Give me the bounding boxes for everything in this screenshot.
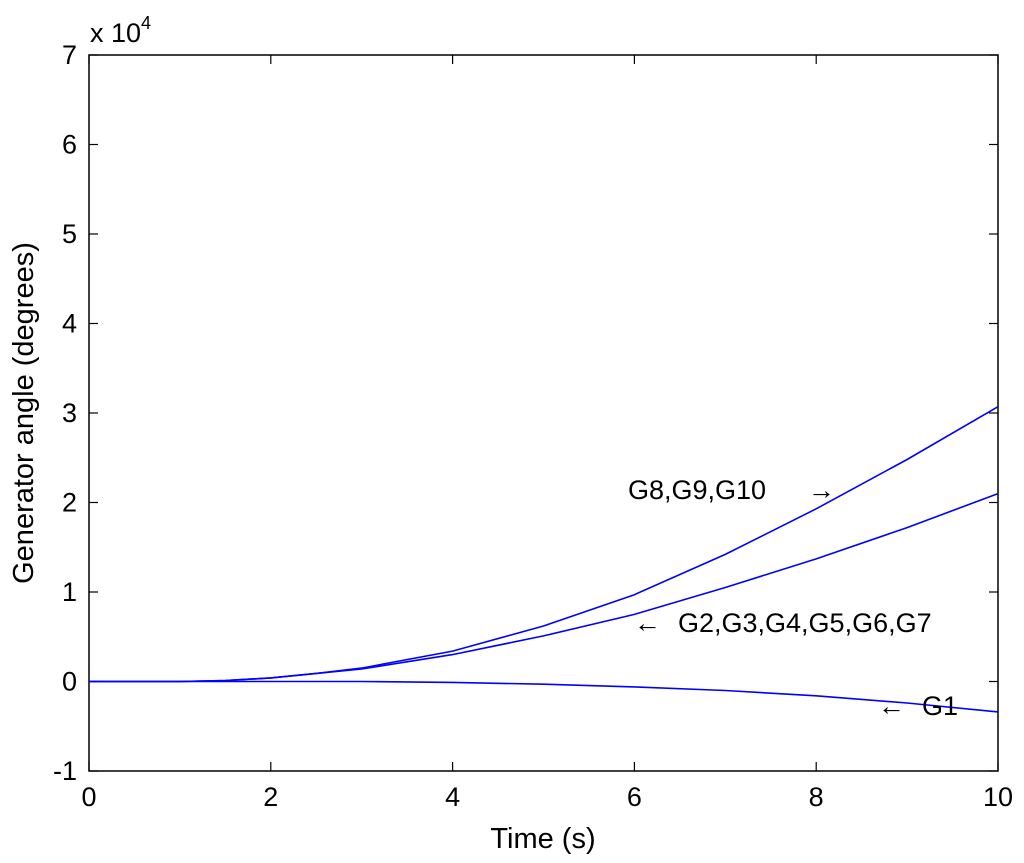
annotation-g2-g7: G2,G3,G4,G5,G6,G7 xyxy=(678,608,932,638)
y-tick-label: 1 xyxy=(62,577,77,607)
y-tick-label: 5 xyxy=(62,219,77,249)
y-tick-label: 6 xyxy=(62,130,77,160)
y-tick-label: -1 xyxy=(53,756,77,786)
annotation-g1-arrow: ← xyxy=(878,691,905,721)
x-tick-label: 6 xyxy=(627,782,642,812)
annotation-g1: G1 xyxy=(922,691,958,721)
annotation-g8-g10-arrow: → xyxy=(808,475,835,505)
annotation-g8-g10: G8,G9,G10 xyxy=(628,475,766,505)
x-tick-label: 4 xyxy=(445,782,460,812)
y-tick-label: 0 xyxy=(62,667,77,697)
y-tick-label: 7 xyxy=(62,40,77,70)
x-tick-label: 8 xyxy=(809,782,824,812)
x-tick-label: 10 xyxy=(983,782,1013,812)
x-tick-label: 0 xyxy=(81,782,96,812)
series-group xyxy=(89,406,999,713)
y-axis-label: Generator angle (degrees) xyxy=(8,242,40,584)
x-axis-label: Time (s) xyxy=(490,823,595,855)
series-line-2 xyxy=(89,492,999,683)
y-axis-ticks: -1 0 1 2 3 4 5 6 7 xyxy=(53,40,998,786)
plot-area xyxy=(88,54,999,772)
annotation-g2-g7-arrow: ← xyxy=(634,608,661,638)
series-line-3 xyxy=(89,680,999,713)
x-tick-label: 2 xyxy=(263,782,278,812)
y-tick-label: 3 xyxy=(62,398,77,428)
y-tick-label: 2 xyxy=(62,488,77,518)
y-multiplier-exponent: 4 xyxy=(141,13,151,33)
y-multiplier: x 104 xyxy=(90,13,151,48)
y-tick-label: 4 xyxy=(62,309,77,339)
x-axis-ticks: 0 2 4 6 8 10 xyxy=(81,55,1013,812)
